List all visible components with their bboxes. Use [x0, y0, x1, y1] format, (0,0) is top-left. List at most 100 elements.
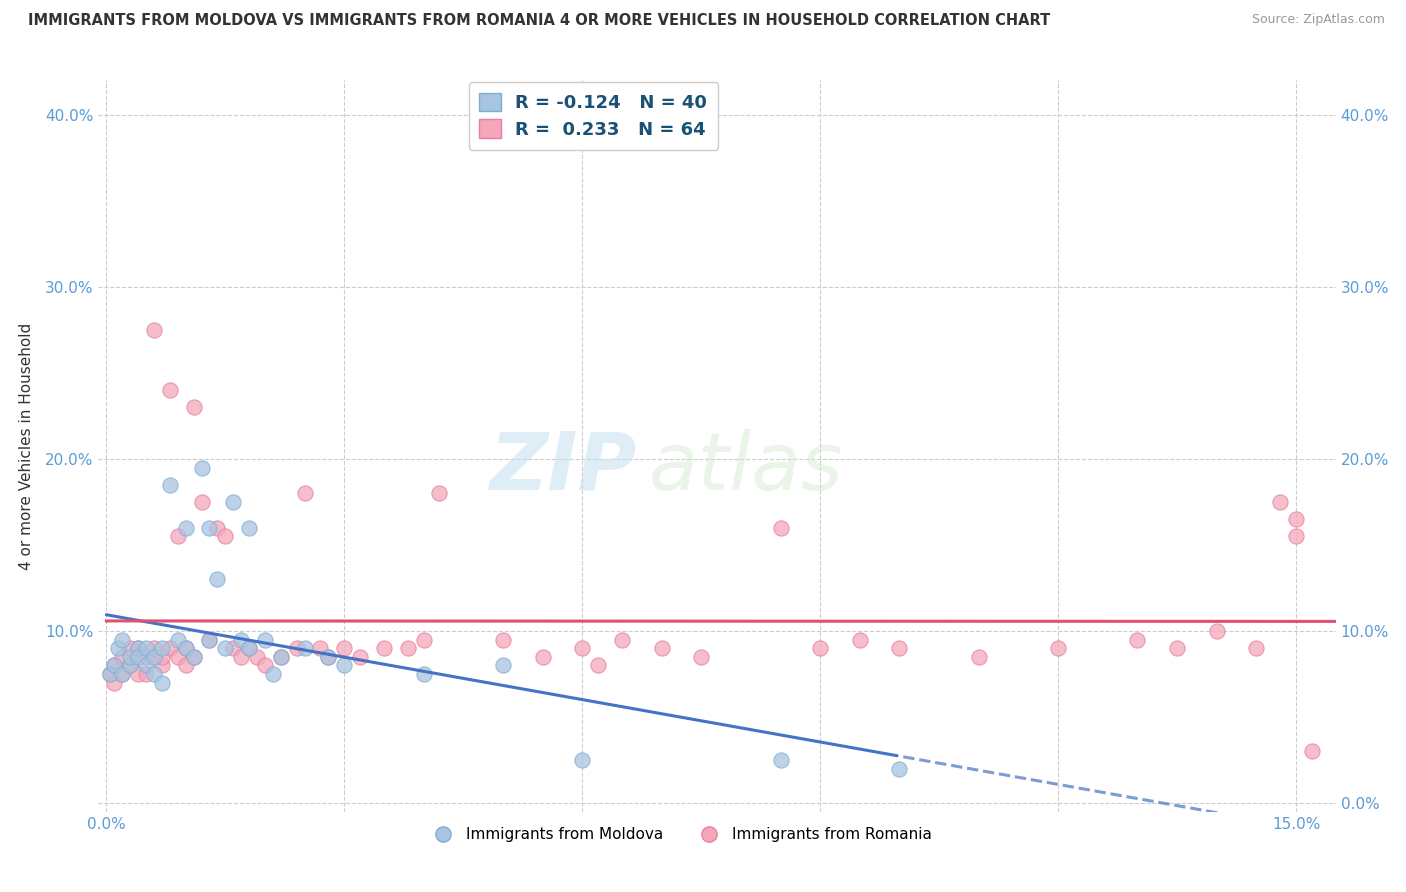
Point — [127, 641, 149, 656]
Point — [183, 649, 205, 664]
Point — [111, 632, 134, 647]
Point — [270, 649, 292, 664]
Point — [207, 521, 229, 535]
Point — [120, 641, 142, 656]
Point — [159, 641, 181, 656]
Point — [150, 675, 173, 690]
Point — [586, 658, 609, 673]
Point — [531, 649, 554, 664]
Text: Source: ZipAtlas.com: Source: ZipAtlas.com — [1251, 13, 1385, 27]
Point — [231, 649, 253, 664]
Point — [412, 667, 434, 681]
Point — [198, 521, 221, 535]
Point — [183, 401, 205, 415]
Point — [127, 649, 149, 664]
Point — [1246, 641, 1268, 656]
Point — [198, 632, 221, 647]
Point — [174, 641, 197, 656]
Point — [142, 323, 165, 337]
Legend: Immigrants from Moldova, Immigrants from Romania: Immigrants from Moldova, Immigrants from… — [422, 821, 938, 848]
Point — [1047, 641, 1070, 656]
Point — [349, 649, 371, 664]
Point — [571, 753, 593, 767]
Point — [1285, 529, 1308, 543]
Point — [198, 632, 221, 647]
Point — [111, 667, 134, 681]
Point — [412, 632, 434, 647]
Point — [270, 649, 292, 664]
Point — [294, 486, 316, 500]
Point — [111, 649, 134, 664]
Point — [769, 521, 792, 535]
Point — [492, 632, 515, 647]
Point — [159, 383, 181, 397]
Point — [174, 641, 197, 656]
Point — [967, 649, 990, 664]
Point — [174, 521, 197, 535]
Point — [222, 495, 245, 509]
Point — [396, 641, 419, 656]
Point — [294, 641, 316, 656]
Point — [1205, 624, 1227, 638]
Point — [1126, 632, 1149, 647]
Point — [135, 649, 157, 664]
Point — [309, 641, 332, 656]
Point — [373, 641, 395, 656]
Point — [492, 658, 515, 673]
Point — [253, 658, 276, 673]
Point — [190, 495, 212, 509]
Point — [103, 675, 125, 690]
Point — [889, 762, 911, 776]
Point — [246, 649, 269, 664]
Point — [166, 649, 188, 664]
Point — [174, 658, 197, 673]
Point — [166, 632, 188, 647]
Point — [651, 641, 673, 656]
Point — [98, 667, 121, 681]
Point — [214, 641, 236, 656]
Point — [690, 649, 713, 664]
Point — [103, 658, 125, 673]
Point — [111, 667, 134, 681]
Point — [318, 649, 340, 664]
Point — [190, 460, 212, 475]
Point — [769, 753, 792, 767]
Point — [135, 658, 157, 673]
Point — [1270, 495, 1292, 509]
Point — [207, 573, 229, 587]
Text: atlas: atlas — [650, 429, 844, 507]
Point — [120, 658, 142, 673]
Point — [142, 649, 165, 664]
Point — [318, 649, 340, 664]
Point — [1285, 512, 1308, 526]
Point — [127, 641, 149, 656]
Point — [429, 486, 451, 500]
Point — [183, 649, 205, 664]
Point — [333, 641, 356, 656]
Point — [150, 649, 173, 664]
Point — [127, 667, 149, 681]
Text: IMMIGRANTS FROM MOLDOVA VS IMMIGRANTS FROM ROMANIA 4 OR MORE VEHICLES IN HOUSEHO: IMMIGRANTS FROM MOLDOVA VS IMMIGRANTS FR… — [28, 13, 1050, 29]
Point — [889, 641, 911, 656]
Point — [610, 632, 633, 647]
Point — [253, 632, 276, 647]
Point — [222, 641, 245, 656]
Point — [120, 649, 142, 664]
Point — [231, 632, 253, 647]
Point — [150, 641, 173, 656]
Point — [159, 477, 181, 491]
Point — [238, 641, 260, 656]
Point — [98, 667, 121, 681]
Point — [285, 641, 308, 656]
Text: ZIP: ZIP — [489, 429, 637, 507]
Point — [849, 632, 872, 647]
Point — [238, 641, 260, 656]
Point — [150, 658, 173, 673]
Point — [135, 667, 157, 681]
Point — [571, 641, 593, 656]
Point — [142, 641, 165, 656]
Point — [1166, 641, 1188, 656]
Point — [808, 641, 831, 656]
Point — [135, 641, 157, 656]
Point — [1301, 744, 1323, 758]
